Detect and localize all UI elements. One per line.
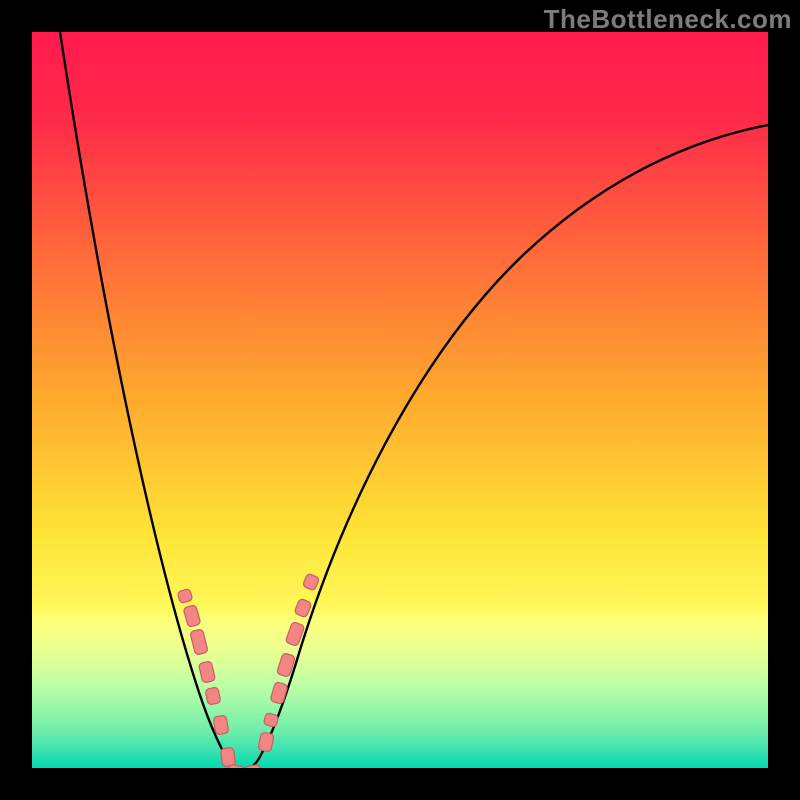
marker-right <box>263 713 279 728</box>
plot-background <box>32 32 768 768</box>
watermark-label: TheBottleneck.com <box>544 4 792 35</box>
marker-left <box>213 715 229 735</box>
marker-left <box>220 747 235 767</box>
chart-container: TheBottleneck.com <box>0 0 800 800</box>
marker-left <box>205 687 221 705</box>
bottleneck-curve-chart <box>0 0 800 800</box>
